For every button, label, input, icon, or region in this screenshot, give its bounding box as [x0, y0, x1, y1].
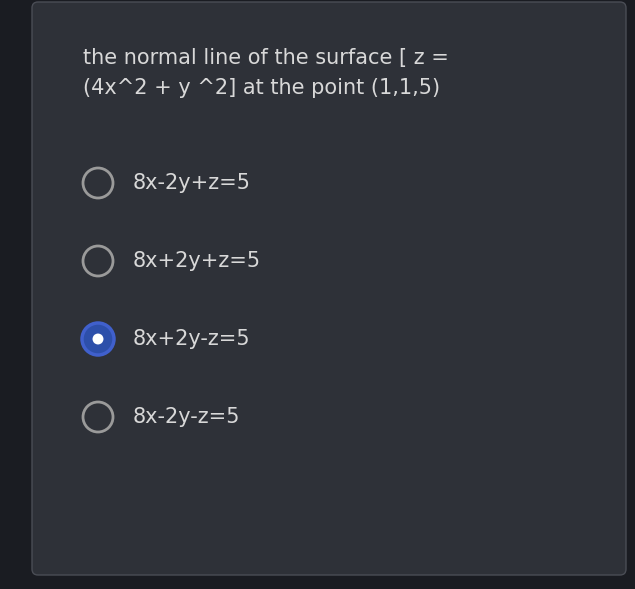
- Text: 8x+2y-z=5: 8x+2y-z=5: [133, 329, 251, 349]
- Text: 8x+2y+z=5: 8x+2y+z=5: [133, 251, 261, 271]
- Text: 8x-2y-z=5: 8x-2y-z=5: [133, 407, 241, 427]
- Circle shape: [93, 333, 104, 345]
- FancyBboxPatch shape: [32, 2, 626, 575]
- Text: the normal line of the surface [ z =
(4x^2 + y ^2] at the point (1,1,5): the normal line of the surface [ z = (4x…: [83, 48, 449, 98]
- Circle shape: [82, 323, 114, 355]
- Text: 8x-2y+z=5: 8x-2y+z=5: [133, 173, 251, 193]
